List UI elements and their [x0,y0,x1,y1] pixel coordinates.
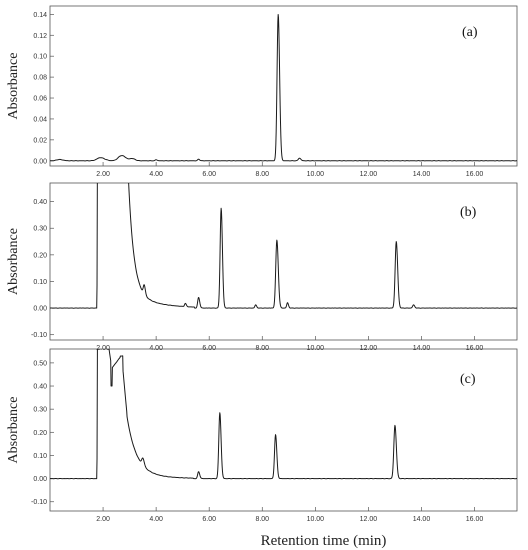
x-tick-label: 2.00 [96,171,110,178]
y-tick-label: 0.30 [33,407,47,414]
y-tick-label: 0.40 [33,384,47,391]
series-line-1 [50,14,517,162]
x-tick-label: 8.00 [255,345,269,352]
y-tick-label: 0.10 [33,453,47,460]
x-tick-label: 14.00 [413,516,431,523]
y-tick-label: 0.10 [33,54,47,61]
y-tick-label: 0.40 [33,199,47,206]
x-tick-label: 14.00 [413,171,431,178]
x-tick-label: 16.00 [466,516,484,523]
x-tick-label: 16.00 [466,345,484,352]
panel-label: (c) [460,372,476,387]
y-tick-label: 0.00 [33,476,47,483]
x-tick-label: 12.00 [360,171,378,178]
y-tick-label: 0.04 [33,116,47,123]
series-line-2 [50,183,517,309]
y-tick-label: 0.02 [33,137,47,144]
x-tick-label: 8.00 [255,516,269,523]
x-tick-label: 10.00 [307,171,325,178]
y-axis-title: Absorbance [6,228,21,295]
y-tick-label: 0.10 [33,279,47,286]
y-tick-label: 0.08 [33,75,47,82]
y-tick-label: -0.10 [31,332,47,339]
y-tick-label: 0.30 [33,226,47,233]
x-tick-label: 12.00 [360,345,378,352]
x-tick-label: 2.00 [96,345,110,352]
x-axis-title: Retention time (min) [261,533,387,549]
y-axis-title: Absorbance [6,53,21,120]
y-tick-label: 0.06 [33,96,47,103]
plot-frame-2 [49,182,518,341]
x-tick-label: 4.00 [149,516,163,523]
x-tick-label: 6.00 [202,516,216,523]
x-tick-label: 6.00 [202,345,216,352]
y-axis-title: Absorbance [6,397,21,464]
x-tick-label: 12.00 [360,516,378,523]
y-tick-label: 0.12 [33,33,47,40]
y-tick-label: 0.20 [33,252,47,259]
x-tick-label: 4.00 [149,171,163,178]
panel-label: (b) [460,205,477,220]
panel-label: (a) [462,25,478,40]
y-tick-label: 0.00 [33,306,47,313]
x-tick-label: 8.00 [255,171,269,178]
x-tick-label: 10.00 [307,516,325,523]
x-tick-label: 4.00 [149,345,163,352]
x-tick-label: 14.00 [413,345,431,352]
series-line-3 [50,349,517,480]
y-tick-label: 0.14 [33,12,47,19]
x-tick-label: 2.00 [96,516,110,523]
y-tick-label: -0.10 [31,499,47,506]
y-tick-label: 0.20 [33,430,47,437]
x-tick-label: 6.00 [202,171,216,178]
y-tick-label: 0.00 [33,158,47,165]
plot-frame-3 [49,348,518,512]
x-tick-label: 10.00 [307,345,325,352]
plot-frame-1 [49,5,518,167]
y-tick-label: 0.50 [33,360,47,367]
x-tick-label: 16.00 [466,171,484,178]
